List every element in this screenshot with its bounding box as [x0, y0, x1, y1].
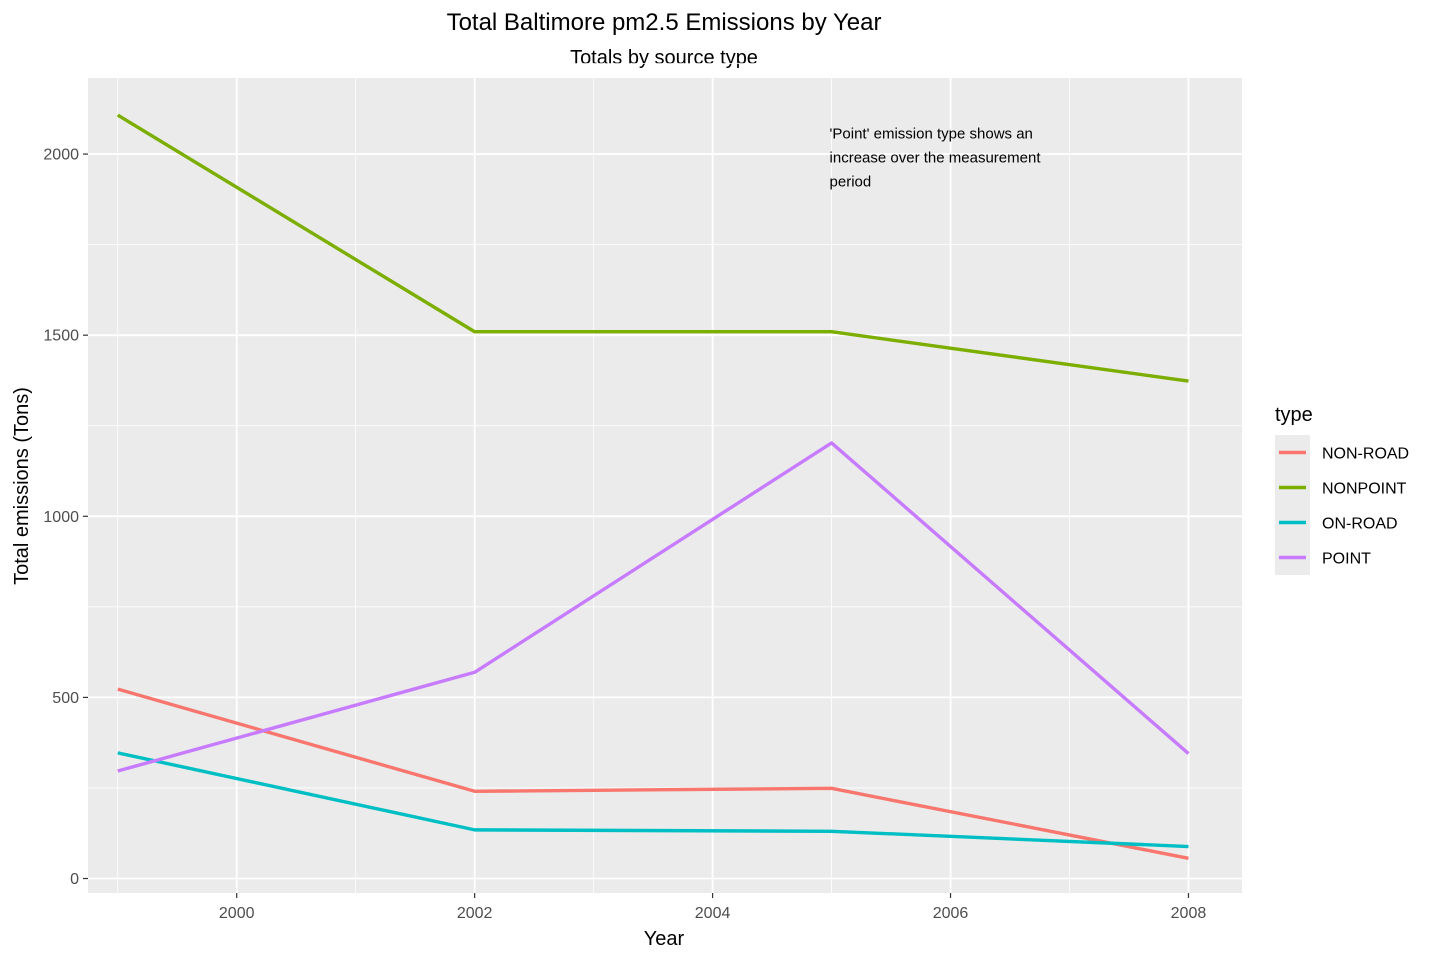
legend-label: NON-ROAD [1322, 446, 1409, 463]
x-axis: 2000 2002 2004 2006 2008 [219, 893, 1206, 922]
y-tick-label: 1500 [43, 328, 79, 345]
annotation-line: increase over the measurement [830, 149, 1042, 166]
x-tick-label: 2006 [933, 905, 969, 922]
annotation: 'Point' emission type shows an increase … [830, 125, 1042, 190]
series-line-nonpoint [116, 113, 1189, 383]
chart-title: Total Baltimore pm2.5 Emissions by Year [447, 9, 882, 36]
legend-items: NON-ROAD NONPOINT ON-ROAD POINT [1275, 435, 1409, 575]
y-tick-label: 500 [52, 690, 79, 707]
x-tick-label: 2008 [1171, 905, 1207, 922]
grid-layer [88, 63, 1242, 893]
annotation-line: period [830, 173, 872, 190]
chart-subtitle: Totals by source type [570, 47, 758, 69]
series-line-point [117, 441, 1190, 773]
legend-label: NONPOINT [1322, 481, 1407, 498]
y-tick-label: 2000 [43, 147, 79, 164]
x-tick-label: 2004 [695, 905, 731, 922]
series-layer [116, 113, 1190, 860]
annotation-line: 'Point' emission type shows an [830, 125, 1033, 142]
y-tick-label: 0 [70, 871, 79, 888]
y-axis: 0 500 1000 1500 2000 [43, 147, 88, 888]
legend: type NON-ROAD NONPOINT ON-ROAD POINT [1275, 404, 1409, 575]
y-tick-label: 1000 [43, 509, 79, 526]
series-line-on-road [117, 751, 1189, 849]
x-axis-title: Year [644, 928, 685, 950]
series-line-non-road [117, 687, 1189, 860]
legend-label: ON-ROAD [1322, 516, 1398, 533]
legend-label: POINT [1322, 551, 1371, 568]
y-axis-title: Total emissions (Tons) [11, 387, 33, 585]
x-tick-label: 2000 [219, 905, 255, 922]
legend-title: type [1275, 404, 1313, 426]
x-tick-label: 2002 [457, 905, 493, 922]
